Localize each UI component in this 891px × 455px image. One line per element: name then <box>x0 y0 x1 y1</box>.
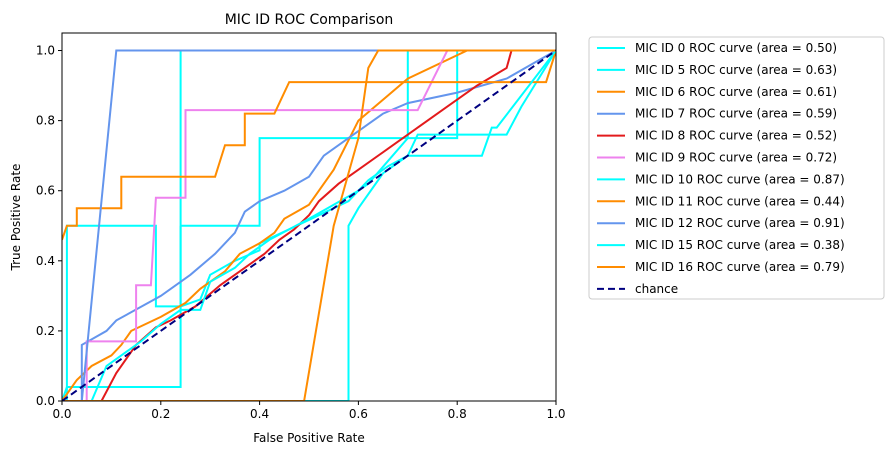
series-line-7 <box>62 50 556 241</box>
x-tick-label: 0.8 <box>448 407 467 421</box>
x-tick-label: 0.0 <box>52 407 71 421</box>
y-tick-label: 1.0 <box>36 44 55 58</box>
series-line-10 <box>62 49 556 401</box>
x-axis-label: False Positive Rate <box>253 431 365 445</box>
x-tick-label: 0.2 <box>151 407 170 421</box>
x-tick-label: 0.6 <box>349 407 368 421</box>
y-tick-label: 0.6 <box>36 184 55 198</box>
plot-frame <box>61 32 557 402</box>
legend-entry-label: MIC ID 6 ROC curve (area = 0.61) <box>635 85 837 99</box>
y-tick-label: 0.8 <box>36 114 55 128</box>
legend-entry-label: MIC ID 5 ROC curve (area = 0.63) <box>635 63 837 77</box>
y-tick-label: 0.0 <box>36 394 55 408</box>
legend-entry-label: MIC ID 8 ROC curve (area = 0.52) <box>635 129 837 143</box>
y-tick-label: 0.2 <box>36 324 55 338</box>
y-tick-label: 0.4 <box>36 254 55 268</box>
x-tick-label: 0.4 <box>250 407 269 421</box>
chart-title: MIC ID ROC Comparison <box>225 12 394 28</box>
legend-entry-label: chance <box>635 282 678 296</box>
legend-entry-label: MIC ID 9 ROC curve (area = 0.72) <box>635 151 837 165</box>
y-axis: 0.0 0.2 0.4 0.6 0.8 1.0 <box>36 44 62 408</box>
legend-entry-label: MIC ID 11 ROC curve (area = 0.44) <box>635 194 845 208</box>
legend: MIC ID 0 ROC curve (area = 0.50) MIC ID 5… <box>588 36 885 300</box>
series-layer <box>62 49 556 401</box>
legend-entry-label: MIC ID 15 ROC curve (area = 0.38) <box>635 238 845 252</box>
legend-entry-label: MIC ID 10 ROC curve (area = 0.87) <box>635 172 845 186</box>
x-axis: 0.0 0.2 0.4 0.6 0.8 1.0 <box>52 401 566 421</box>
series-line-2 <box>62 49 556 401</box>
legend-entry-label: MIC ID 12 ROC curve (area = 0.91) <box>635 216 845 230</box>
legend-entry-label: MIC ID 7 ROC curve (area = 0.59) <box>635 107 837 121</box>
x-tick-label: 1.0 <box>546 407 565 421</box>
series-line-9 <box>62 49 556 401</box>
legend-entry-label: MIC ID 16 ROC curve (area = 0.79) <box>635 260 845 274</box>
y-axis-label: True Positive Rate <box>9 164 23 272</box>
series-line-6 <box>62 49 556 401</box>
series-line-11 <box>62 49 556 401</box>
legend-frame <box>588 36 885 300</box>
legend-entry-label: MIC ID 0 ROC curve (area = 0.50) <box>635 41 837 55</box>
series-line-3 <box>62 49 556 401</box>
